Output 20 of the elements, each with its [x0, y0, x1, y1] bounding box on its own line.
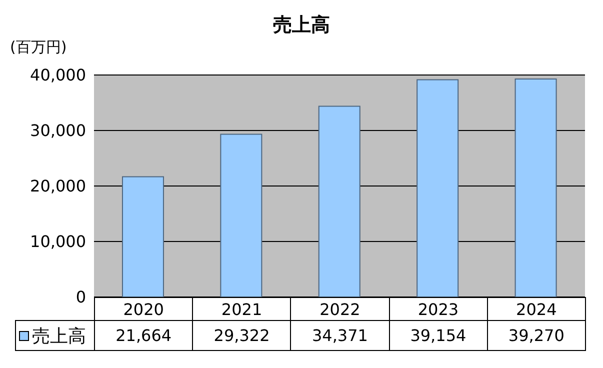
bar	[122, 176, 164, 297]
x-tick-label: 2022	[290, 297, 390, 321]
data-label: 39,154	[388, 320, 488, 351]
chart-title: 売上高	[272, 13, 331, 38]
y-tick-label: 20,000	[30, 176, 86, 196]
y-axis-title: (百万円)	[10, 38, 67, 57]
x-tick-label: 2024	[486, 297, 586, 321]
data-label: 21,664	[94, 320, 194, 351]
data-label: 29,322	[192, 320, 292, 351]
data-label: 39,270	[486, 320, 586, 351]
y-tick-label: 10,000	[30, 232, 86, 252]
bar	[514, 78, 557, 297]
y-tick-label: 40,000	[30, 66, 86, 85]
x-tick-label: 2023	[388, 297, 488, 321]
x-tick-label: 2020	[94, 297, 194, 321]
data-label: 34,371	[290, 320, 390, 351]
y-tick-label: 30,000	[30, 121, 86, 140]
x-tick-label: 2021	[192, 297, 292, 321]
y-tick-label: 0	[76, 288, 86, 307]
legend-label: 売上高	[15, 320, 95, 351]
